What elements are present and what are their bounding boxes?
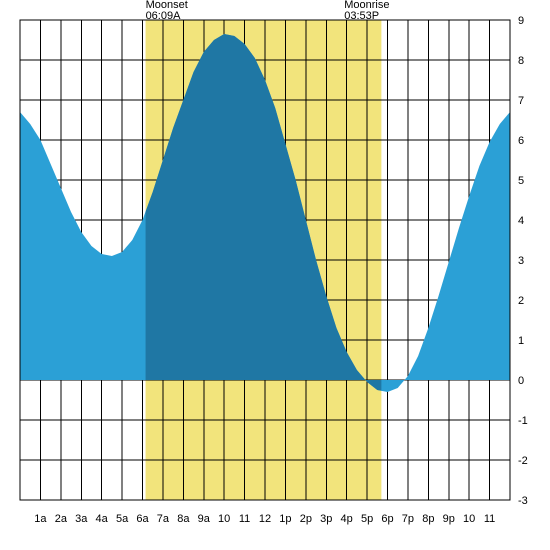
tide-chart: { "chart": { "type": "area", "width": 55… — [0, 0, 550, 550]
x-tick-label: 8a — [177, 513, 190, 525]
y-tick-label: 6 — [518, 135, 524, 147]
y-tick-label: 4 — [518, 215, 524, 227]
x-tick-label: 2p — [300, 513, 312, 525]
x-tick-label: 1p — [279, 513, 291, 525]
x-tick-label: 11 — [239, 513, 250, 525]
y-tick-label: -1 — [518, 415, 528, 427]
x-tick-label: 9a — [198, 513, 211, 525]
moonset-time: 06:09A — [146, 10, 182, 22]
x-tick-label: 10 — [463, 513, 475, 525]
x-tick-label: 1a — [34, 513, 47, 525]
x-tick-label: 2a — [55, 513, 68, 525]
y-tick-label: 8 — [518, 55, 524, 67]
x-tick-label: 5p — [361, 513, 373, 525]
y-tick-label: 7 — [518, 95, 524, 107]
y-tick-label: 1 — [518, 335, 524, 347]
y-tick-label: 0 — [518, 375, 524, 387]
x-tick-label: 6a — [136, 513, 149, 525]
plot-svg: -3-2-101234567891a2a3a4a5a6a7a8a9a101112… — [0, 0, 550, 550]
y-tick-label: 5 — [518, 175, 524, 187]
x-tick-label: 5a — [116, 513, 129, 525]
y-tick-label: 9 — [518, 15, 524, 27]
x-tick-label: 9p — [443, 513, 455, 525]
moonrise-time: 03:53P — [344, 10, 379, 22]
x-tick-label: 12 — [259, 513, 271, 525]
x-tick-label: 10 — [218, 513, 230, 525]
x-tick-label: 3p — [320, 513, 332, 525]
x-tick-label: 7p — [402, 513, 414, 525]
x-tick-label: 4p — [341, 513, 353, 525]
y-tick-label: 3 — [518, 255, 524, 267]
x-tick-label: 6p — [381, 513, 393, 525]
x-tick-label: 11 — [484, 513, 495, 525]
x-tick-label: 4a — [96, 513, 109, 525]
y-tick-label: 2 — [518, 295, 524, 307]
y-tick-label: -2 — [518, 455, 528, 467]
x-tick-label: 7a — [157, 513, 170, 525]
y-tick-label: -3 — [518, 495, 528, 507]
x-tick-label: 3a — [75, 513, 88, 525]
x-tick-label: 8p — [422, 513, 434, 525]
